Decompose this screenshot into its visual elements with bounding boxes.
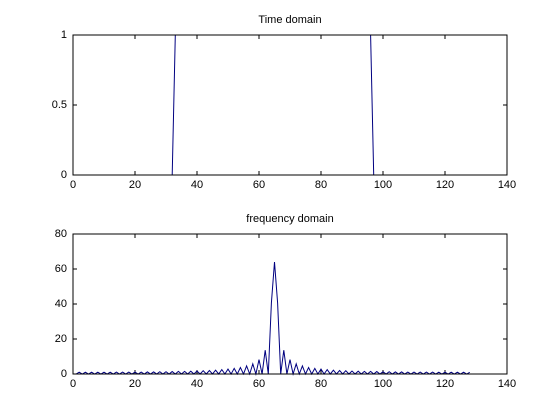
y-tick-label: 1	[61, 29, 67, 41]
x-tick-label: 40	[191, 378, 203, 390]
axes-frame	[72, 233, 508, 375]
y-tick-label: 0	[61, 169, 67, 181]
y-tick-label: 0	[61, 368, 67, 380]
x-tick-label: 0	[70, 179, 76, 191]
y-tick-label: 0.5	[52, 99, 67, 111]
y-tick-label: 20	[55, 333, 67, 345]
x-tick-label: 60	[253, 378, 265, 390]
axes-frame	[72, 34, 508, 176]
y-tick-label: 60	[55, 263, 67, 275]
chart-title: Time domain	[258, 14, 321, 26]
x-tick-label: 0	[70, 378, 76, 390]
x-tick-label: 80	[315, 179, 327, 191]
x-tick-label: 140	[498, 179, 516, 191]
x-tick-label: 80	[315, 378, 327, 390]
x-tick-label: 60	[253, 179, 265, 191]
x-tick-label: 120	[436, 378, 454, 390]
x-tick-label: 40	[191, 179, 203, 191]
x-tick-label: 20	[129, 378, 141, 390]
axes-background	[73, 35, 507, 175]
y-tick-label: 40	[55, 298, 67, 310]
x-tick-label: 20	[129, 179, 141, 191]
y-tick-label: 80	[55, 228, 67, 240]
axes-background	[73, 234, 507, 374]
x-tick-label: 120	[436, 179, 454, 191]
chart-title: frequency domain	[246, 213, 333, 225]
x-tick-label: 100	[374, 378, 392, 390]
x-tick-label: 100	[374, 179, 392, 191]
x-tick-label: 140	[498, 378, 516, 390]
